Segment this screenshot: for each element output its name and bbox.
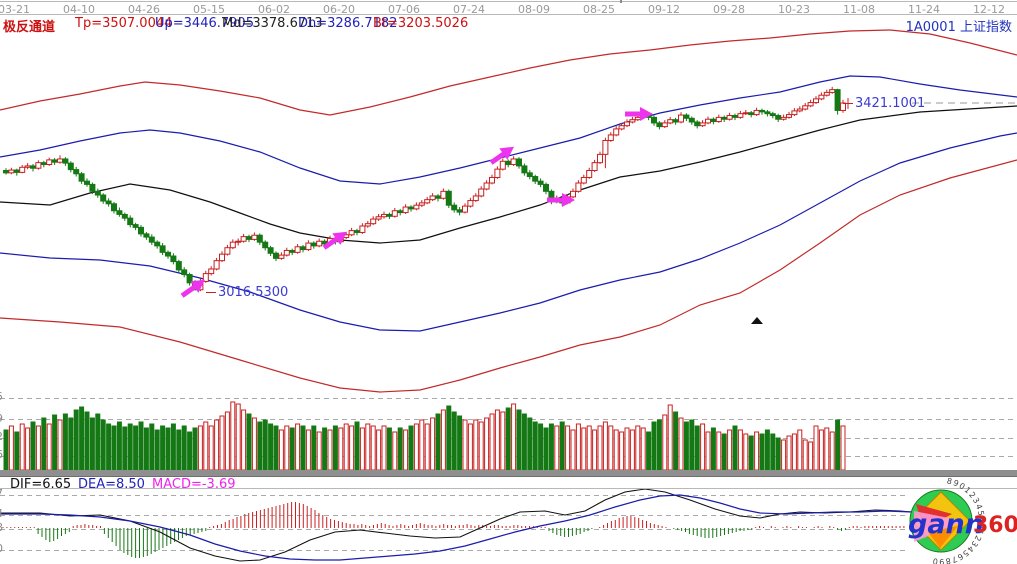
indicator-title: 极反通道 [3,20,56,35]
logo-arc-digit: 0 [932,556,938,564]
logo-text-gann: gann [908,509,984,540]
axis-tick [620,0,622,3]
clipped-axis-digit: 7 [0,487,3,500]
arrow-up-right-marker [322,231,348,250]
logo-arc-digit: 6 [977,517,986,522]
date-label: 09-12 [648,3,680,16]
date-label: 07-24 [453,3,485,16]
logo-text-360: 360 [973,513,1017,538]
date-label: 12-12 [973,3,1005,16]
date-label: 04-26 [128,3,160,16]
macd-layer [0,488,913,562]
channel-param-value: Up=3446.7905 [155,16,254,31]
symbol-name: 上证指数 [959,20,1012,35]
clipped-axis-digit: 0 [0,542,3,555]
logo-arc-digit: 9 [939,557,944,564]
date-label: 11-24 [908,3,940,16]
logo-arc-digit: 6 [956,551,965,561]
date-axis-underline [0,14,1017,15]
clipped-axis-digit: 5 [0,390,3,403]
channel-param-value: Dn=3286.7182 [298,16,398,31]
logo-arc-digit: 1 [975,528,985,535]
macd-value-label: DEA=8.50 [78,477,145,492]
logo-arc-digit: 3 [969,539,979,548]
logo-arc-digit: 2 [967,490,977,500]
channel-lines-layer [0,29,1017,393]
clipped-axis-digit: 9 [0,412,3,425]
date-label: 08-25 [583,3,615,16]
clipped-axis-digit: 4 [0,507,3,520]
arrow-right-marker [625,107,653,121]
logo-arc-digit: 7 [976,523,986,529]
low-price-label: 3016.5300 [218,285,289,300]
symbol-code: 1A0001 [905,20,956,35]
date-axis: 03-21 04-10 04-26 05-15 06-02 06-20 07-06 07-24… [0,0,1017,16]
clipped-axis-digit: 2 [0,430,3,443]
signal-markers-layer [180,107,763,324]
channel-line-bt [0,159,1017,393]
channel-line-up [0,75,1017,185]
channel-line-dn [0,132,1017,332]
channel-line-tp [0,29,1017,116]
date-label: 11-08 [843,3,875,16]
logo-arc-digit: 4 [974,503,984,511]
date-label: 08-09 [518,3,550,16]
macd-panel-topline [0,488,1017,489]
date-label: 07-06 [388,3,420,16]
candles-layer [3,86,846,292]
logo-triangle-orange [928,526,958,548]
date-label: 10-23 [778,3,810,16]
arrow-up-right-marker [180,279,206,298]
logo-triangle-pink [914,511,964,542]
logo-arc-digit: 8 [946,478,953,486]
date-label: 04-10 [63,3,95,16]
channel-param-value: Tp=3507.0044 [75,16,173,31]
logo-arc-digit: 0 [957,481,966,491]
date-label: 06-02 [258,3,290,16]
last-price-label: 3421.1001 [855,96,926,111]
clipped-axis-digit: 8 [0,521,3,534]
clipped-axis-digit: 6 [0,448,3,461]
date-label: 09-28 [713,3,745,16]
logo-arc-digit: 7 [951,554,959,564]
channel-param-value: Bt=3203.5026 [373,16,469,31]
logo-arc-digit: 8 [945,556,952,564]
logo-arc-digit: 3 [971,496,981,505]
logo-arc-digit: 5 [976,510,986,517]
logo-arc-digit: 1 [963,485,973,495]
date-label: 05-15 [193,3,225,16]
arrow-right-marker [547,193,575,207]
macd-value-label: DIF=6.65 [10,477,72,492]
logo-arc-digit: 9 [952,478,960,488]
price-tick-layer [206,98,853,293]
logo-arc-digit: 2 [973,534,983,542]
date-label: 03-21 [0,3,30,16]
channel-line-md [0,105,1017,244]
symbol-title: 1A0001 上证指数 [906,16,1012,35]
black-triangle-marker [751,317,763,324]
top-border-line [0,1,1017,2]
dea-line [0,494,913,561]
logo-arc-digit: 4 [965,544,975,554]
date-label: 06-20 [323,3,355,16]
panel-separator[interactable] [0,470,1017,477]
arrow-up-right-marker [489,146,515,165]
channel-param-value: Md=3378.6713 [222,16,323,31]
volume-layer [3,401,846,471]
macd-value-label: MACD=-3.69 [152,477,236,492]
dif-line [0,488,913,562]
logo-arc-digit: 5 [961,548,971,558]
